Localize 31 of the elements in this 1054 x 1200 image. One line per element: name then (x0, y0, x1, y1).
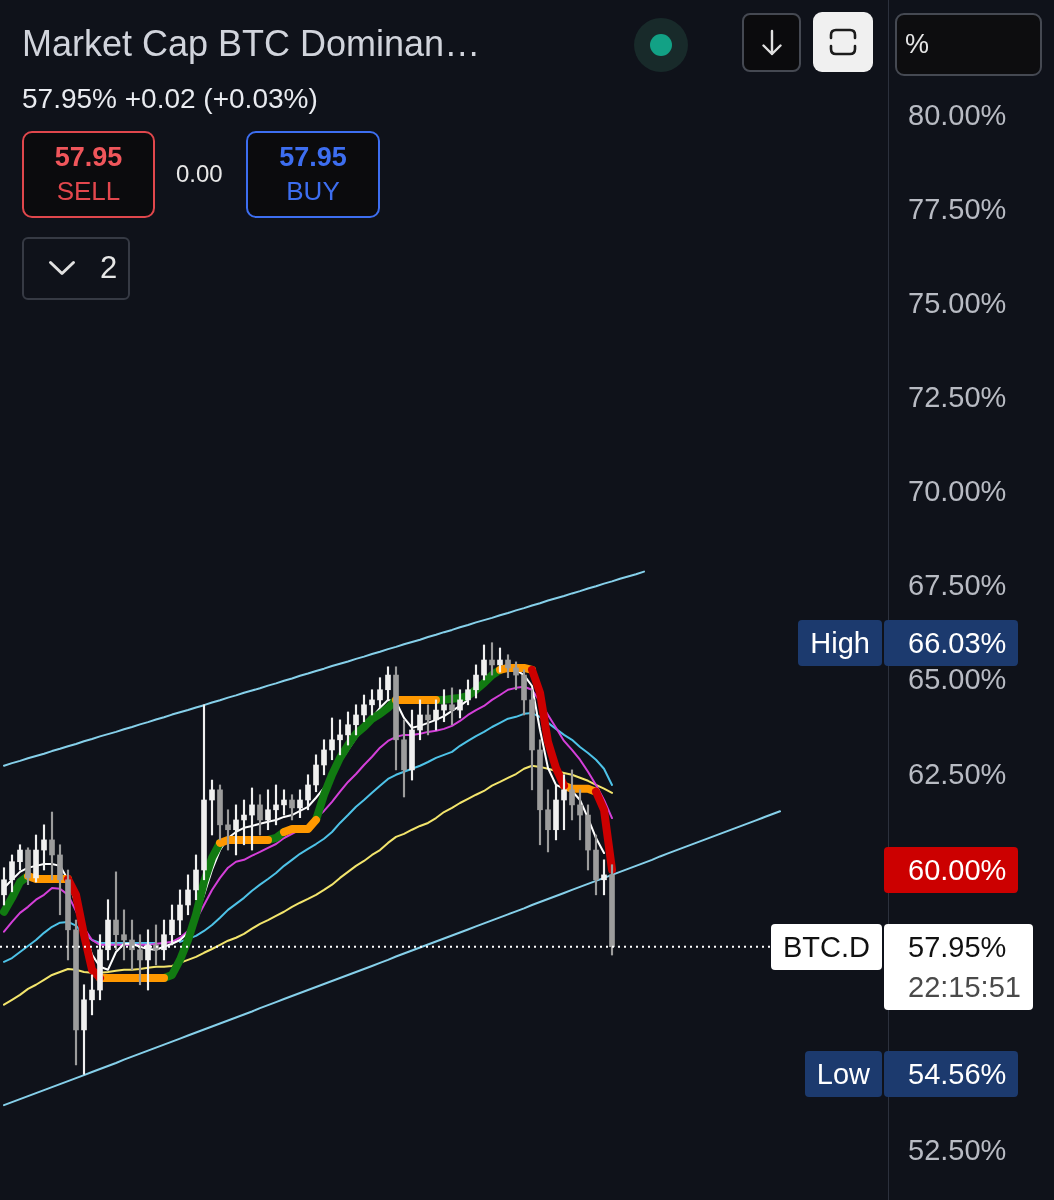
price-tag: Low (804, 1051, 882, 1098)
sell-button: 57.95 SELL (22, 131, 155, 218)
annotation: 0.00 (176, 159, 223, 189)
y-tick-label: 70.00% (908, 475, 1007, 508)
y-tick-label: 52.50% (908, 1133, 1007, 1166)
price-tag: High (798, 619, 882, 666)
unit-field: % (895, 13, 1042, 76)
buy-button: 57.95 BUY (246, 131, 380, 218)
price-tag: 66.03% (884, 619, 1019, 666)
text: 57.95% +0.02 (+0.03%) (22, 82, 318, 116)
annotation: Low (816, 1057, 870, 1093)
y-tick-label: 67.50% (908, 569, 1007, 602)
toggle-button: 2 (22, 237, 130, 300)
annotation: 2 (100, 249, 118, 287)
text: Market Cap BTC Dominan… (22, 22, 481, 66)
annotation: SELL (55, 175, 122, 208)
price-tag: 60.00% (884, 846, 1019, 893)
annotation: BUY (285, 175, 341, 208)
annotation: 57.95 (278, 141, 348, 174)
annotation: High (810, 625, 870, 661)
y-tick-label: 75.00% (908, 287, 1007, 320)
y-tick-label: 77.50% (908, 193, 1007, 226)
price-tag: 57.95% 22:15:51 (884, 923, 1033, 1010)
price-tag: 54.56% (884, 1051, 1019, 1098)
y-tick-label: 65.00% (908, 663, 1007, 696)
y-tick-label: 72.50% (908, 381, 1007, 414)
y-tick-label: 80.00% (908, 99, 1007, 132)
y-tick-label: 62.50% (908, 757, 1007, 790)
annotation: 57.95 (53, 141, 124, 174)
ref-line-label: BTC.D (783, 929, 870, 965)
price-tag: BTC.D (771, 923, 882, 970)
